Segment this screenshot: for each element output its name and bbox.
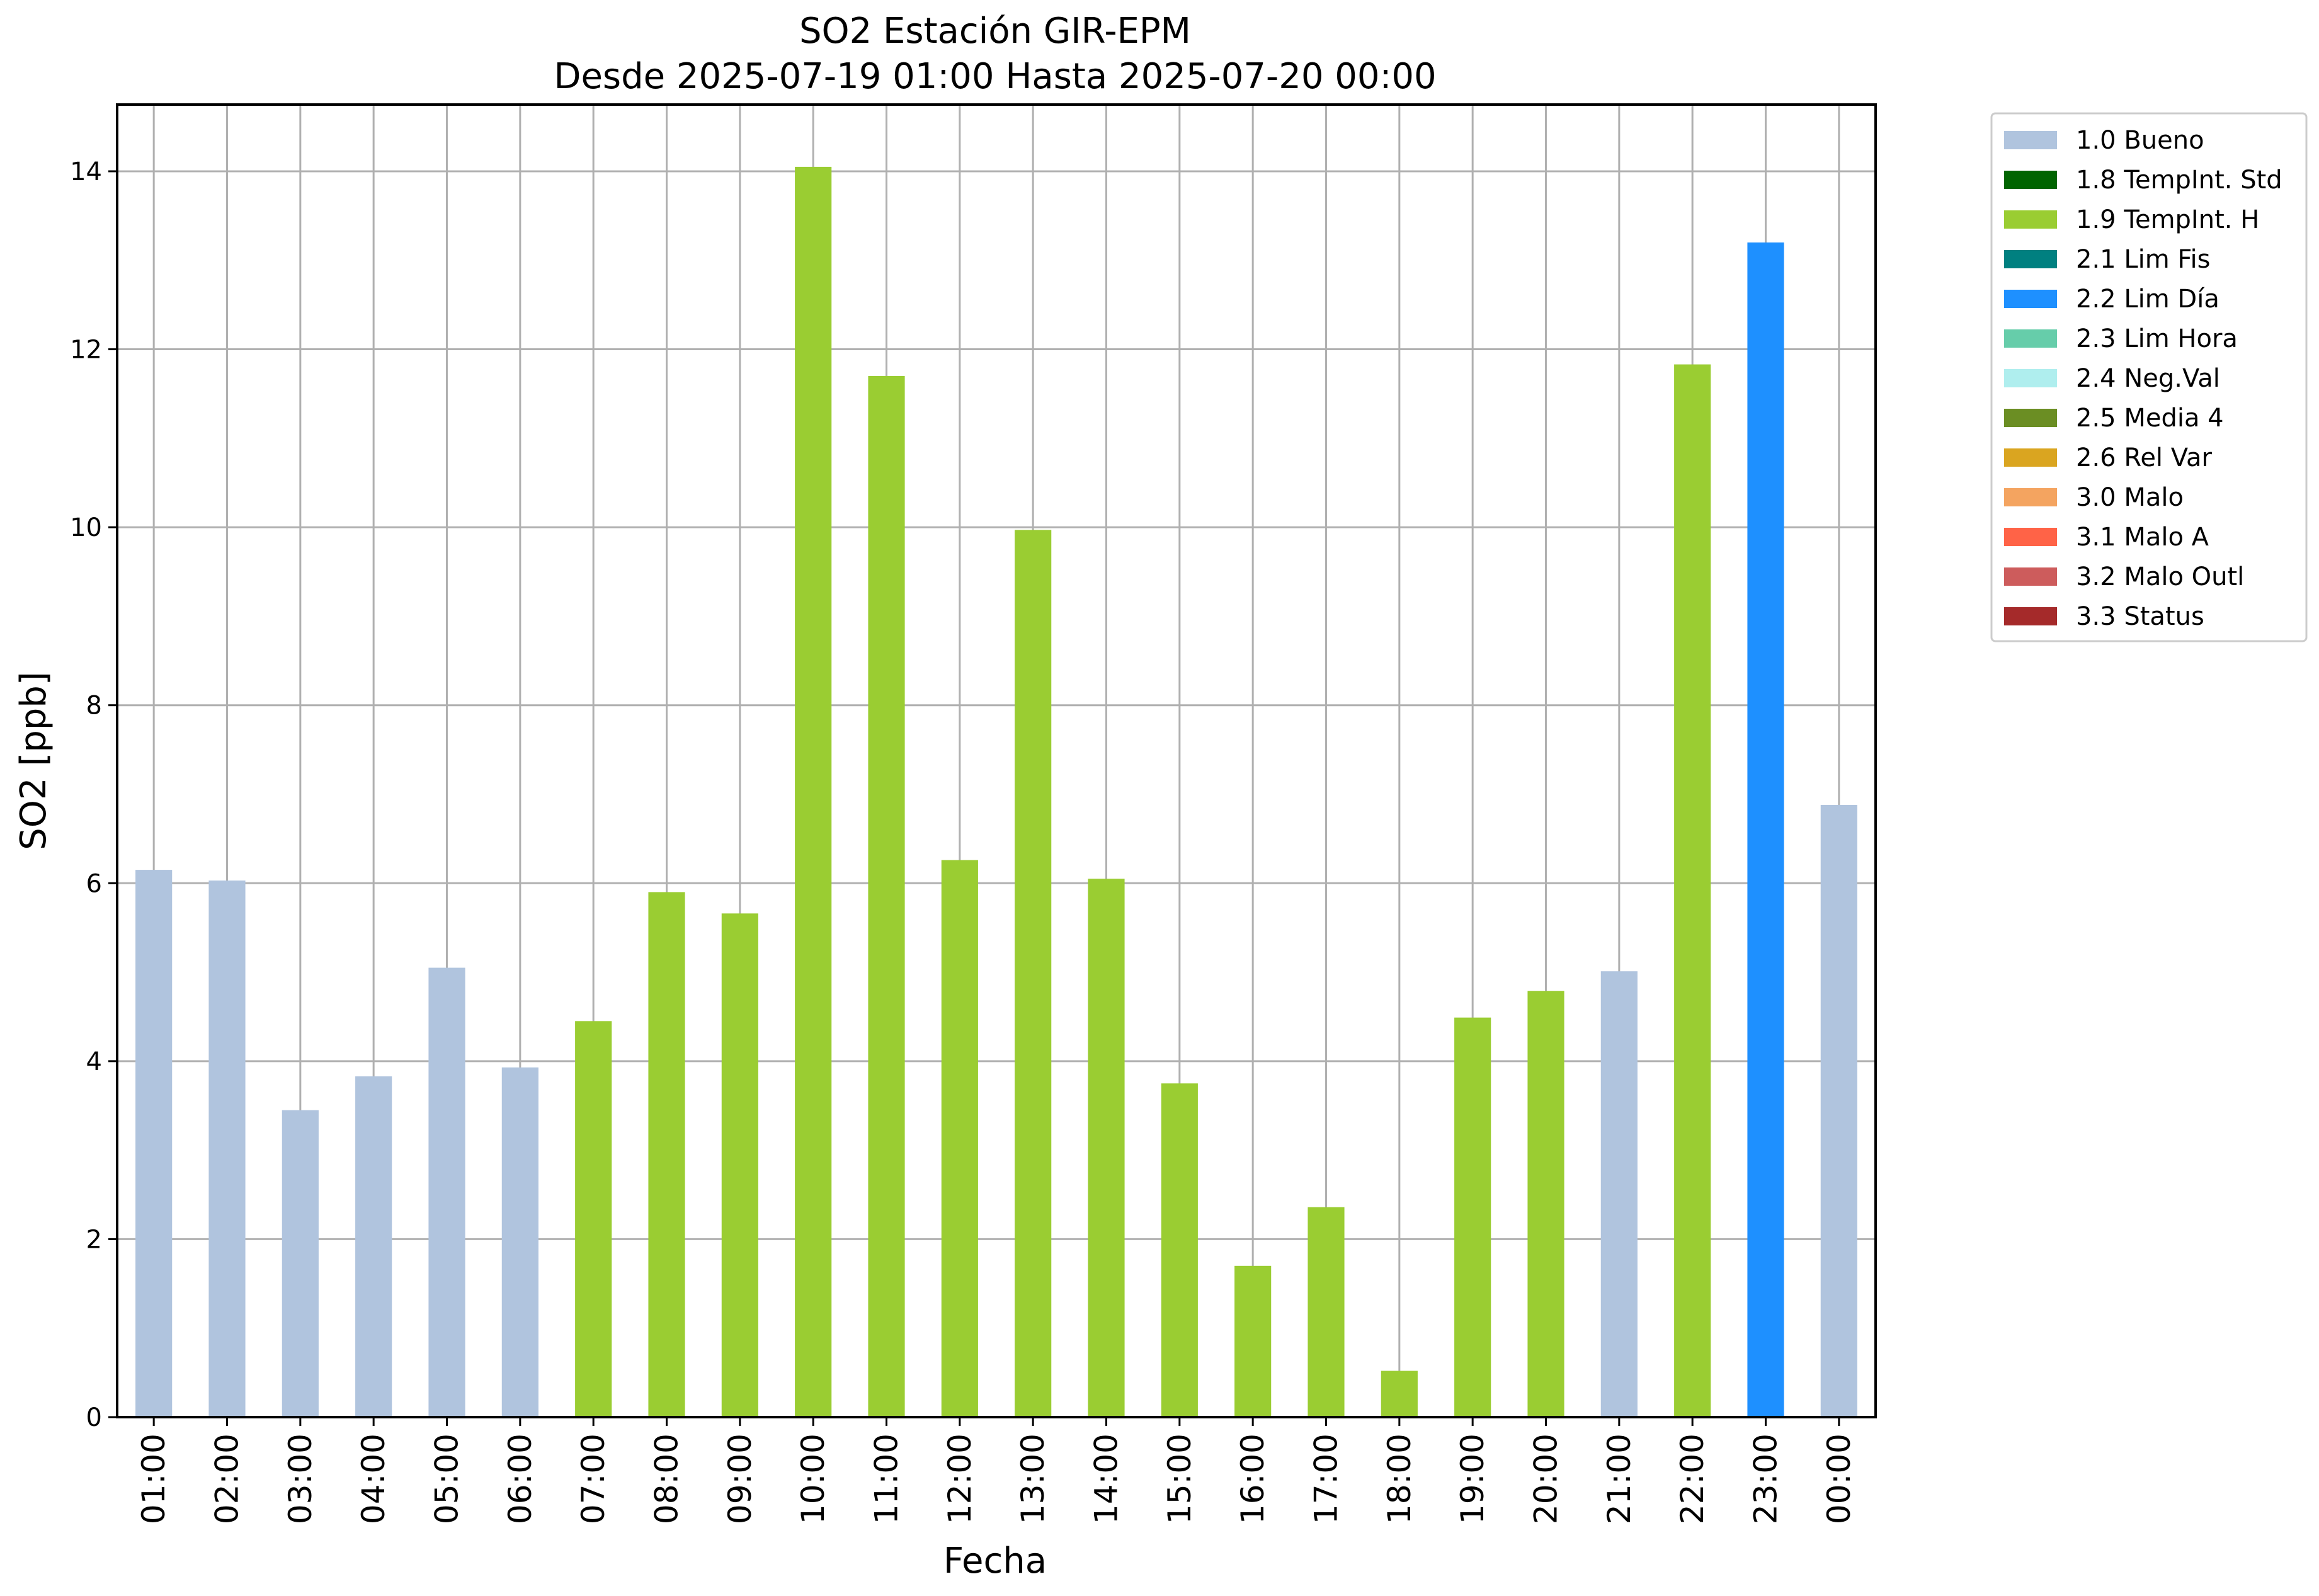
x-tick-label: 15:00 — [1161, 1434, 1198, 1524]
x-tick-label: 13:00 — [1015, 1434, 1051, 1524]
bar — [941, 860, 978, 1417]
x-tick-label: 05:00 — [429, 1434, 465, 1524]
y-tick-label: 8 — [86, 692, 102, 721]
legend-label: 1.0 Bueno — [2076, 126, 2204, 155]
y-axis-label: SO2 [ppb] — [13, 671, 54, 850]
y-tick-label: 10 — [70, 513, 102, 542]
x-tick-label: 22:00 — [1674, 1434, 1711, 1524]
x-tick-label: 03:00 — [282, 1434, 319, 1524]
legend-swatch — [2004, 528, 2057, 546]
x-tick-label: 19:00 — [1454, 1434, 1491, 1524]
x-tick-label: 23:00 — [1748, 1434, 1784, 1524]
x-tick-label: 02:00 — [209, 1434, 246, 1524]
legend-swatch — [2004, 171, 2057, 189]
x-tick-label: 20:00 — [1528, 1434, 1564, 1524]
x-tick-label: 12:00 — [942, 1434, 978, 1524]
y-tick-label: 0 — [86, 1403, 102, 1432]
legend-label: 3.2 Malo Outl — [2076, 562, 2244, 591]
bar — [1454, 1017, 1491, 1417]
x-axis: 01:00 02:00 03:00 04:00 05:00 06:00 07:00 08:00… — [135, 1417, 1857, 1524]
x-tick-label: 09:00 — [722, 1434, 758, 1524]
bar — [501, 1067, 538, 1417]
x-tick-label: 14:00 — [1088, 1434, 1125, 1524]
x-tick-label: 04:00 — [355, 1434, 392, 1524]
legend-swatch — [2004, 607, 2057, 625]
bar — [282, 1110, 319, 1417]
y-axis: 0 2 4 6 8 10 12 14 — [70, 157, 117, 1432]
y-tick-label: 14 — [70, 157, 102, 186]
legend-swatch — [2004, 131, 2057, 149]
bar — [868, 375, 905, 1417]
x-tick-label: 10:00 — [795, 1434, 831, 1524]
legend-swatch — [2004, 329, 2057, 348]
x-tick-label: 00:00 — [1821, 1434, 1857, 1524]
bars — [135, 166, 1857, 1418]
bar — [1308, 1207, 1345, 1417]
y-tick-label: 2 — [86, 1225, 102, 1254]
bar — [575, 1021, 612, 1417]
x-tick-label: 08:00 — [649, 1434, 685, 1524]
bar — [1015, 530, 1052, 1417]
y-tick-label: 6 — [86, 869, 102, 898]
x-tick-label: 16:00 — [1234, 1434, 1271, 1524]
legend-label: 3.3 Status — [2076, 602, 2204, 631]
legend-label: 2.3 Lim Hora — [2076, 324, 2238, 353]
bar — [1527, 991, 1564, 1417]
legend: 1.0 Bueno 1.8 TempInt. Std 1.9 TempInt. H 2… — [1990, 112, 2308, 642]
bar — [1088, 879, 1125, 1417]
y-tick-label: 4 — [86, 1047, 102, 1076]
chart-subtitle: Desde 2025-07-19 01:00 Hasta 2025-07-20 … — [554, 56, 1436, 97]
legend-label: 3.0 Malo — [2076, 483, 2184, 512]
bar — [648, 892, 685, 1417]
legend-swatch — [2004, 369, 2057, 387]
bar — [1820, 804, 1857, 1417]
chart-title: SO2 Estación GIR-EPM — [799, 11, 1191, 52]
legend-label: 2.5 Media 4 — [2076, 404, 2224, 433]
legend-swatch — [2004, 567, 2057, 586]
bar — [1674, 364, 1711, 1418]
legend-swatch — [2004, 250, 2057, 268]
bar — [428, 967, 465, 1417]
legend-label: 2.6 Rel Var — [2076, 443, 2213, 472]
bar — [1381, 1371, 1418, 1417]
bar — [1747, 242, 1784, 1418]
bar — [135, 870, 173, 1417]
bar — [208, 881, 246, 1417]
bar — [1600, 971, 1638, 1417]
legend-label: 2.1 Lim Fis — [2076, 245, 2210, 274]
x-tick-label: 06:00 — [502, 1434, 538, 1524]
bar — [355, 1076, 392, 1417]
legend-swatch — [2004, 290, 2057, 308]
bar — [1234, 1265, 1272, 1417]
legend-label: 1.9 TempInt. H — [2076, 205, 2259, 234]
legend-label: 2.4 Neg.Val — [2076, 364, 2220, 393]
legend-swatch — [2004, 210, 2057, 229]
legend-swatch — [2004, 409, 2057, 427]
bar — [795, 166, 832, 1417]
bar — [721, 913, 758, 1417]
legend-swatch — [2004, 488, 2057, 506]
legend-frame — [1990, 112, 2308, 642]
plot-frame — [116, 103, 1877, 1418]
x-tick-label: 21:00 — [1601, 1434, 1638, 1524]
x-tick-label: 17:00 — [1308, 1434, 1345, 1524]
x-tick-label: 11:00 — [869, 1434, 905, 1524]
x-tick-label: 01:00 — [135, 1434, 172, 1524]
legend-label: 3.1 Malo A — [2076, 523, 2209, 552]
x-axis-label: Fecha — [943, 1541, 1047, 1582]
x-tick-label: 07:00 — [575, 1434, 612, 1524]
bar — [1161, 1083, 1198, 1417]
legend-label: 2.2 Lim Día — [2076, 285, 2219, 314]
legend-label: 1.8 TempInt. Std — [2076, 166, 2282, 195]
y-tick-label: 12 — [70, 336, 102, 365]
legend-swatch — [2004, 448, 2057, 467]
x-tick-label: 18:00 — [1381, 1434, 1418, 1524]
